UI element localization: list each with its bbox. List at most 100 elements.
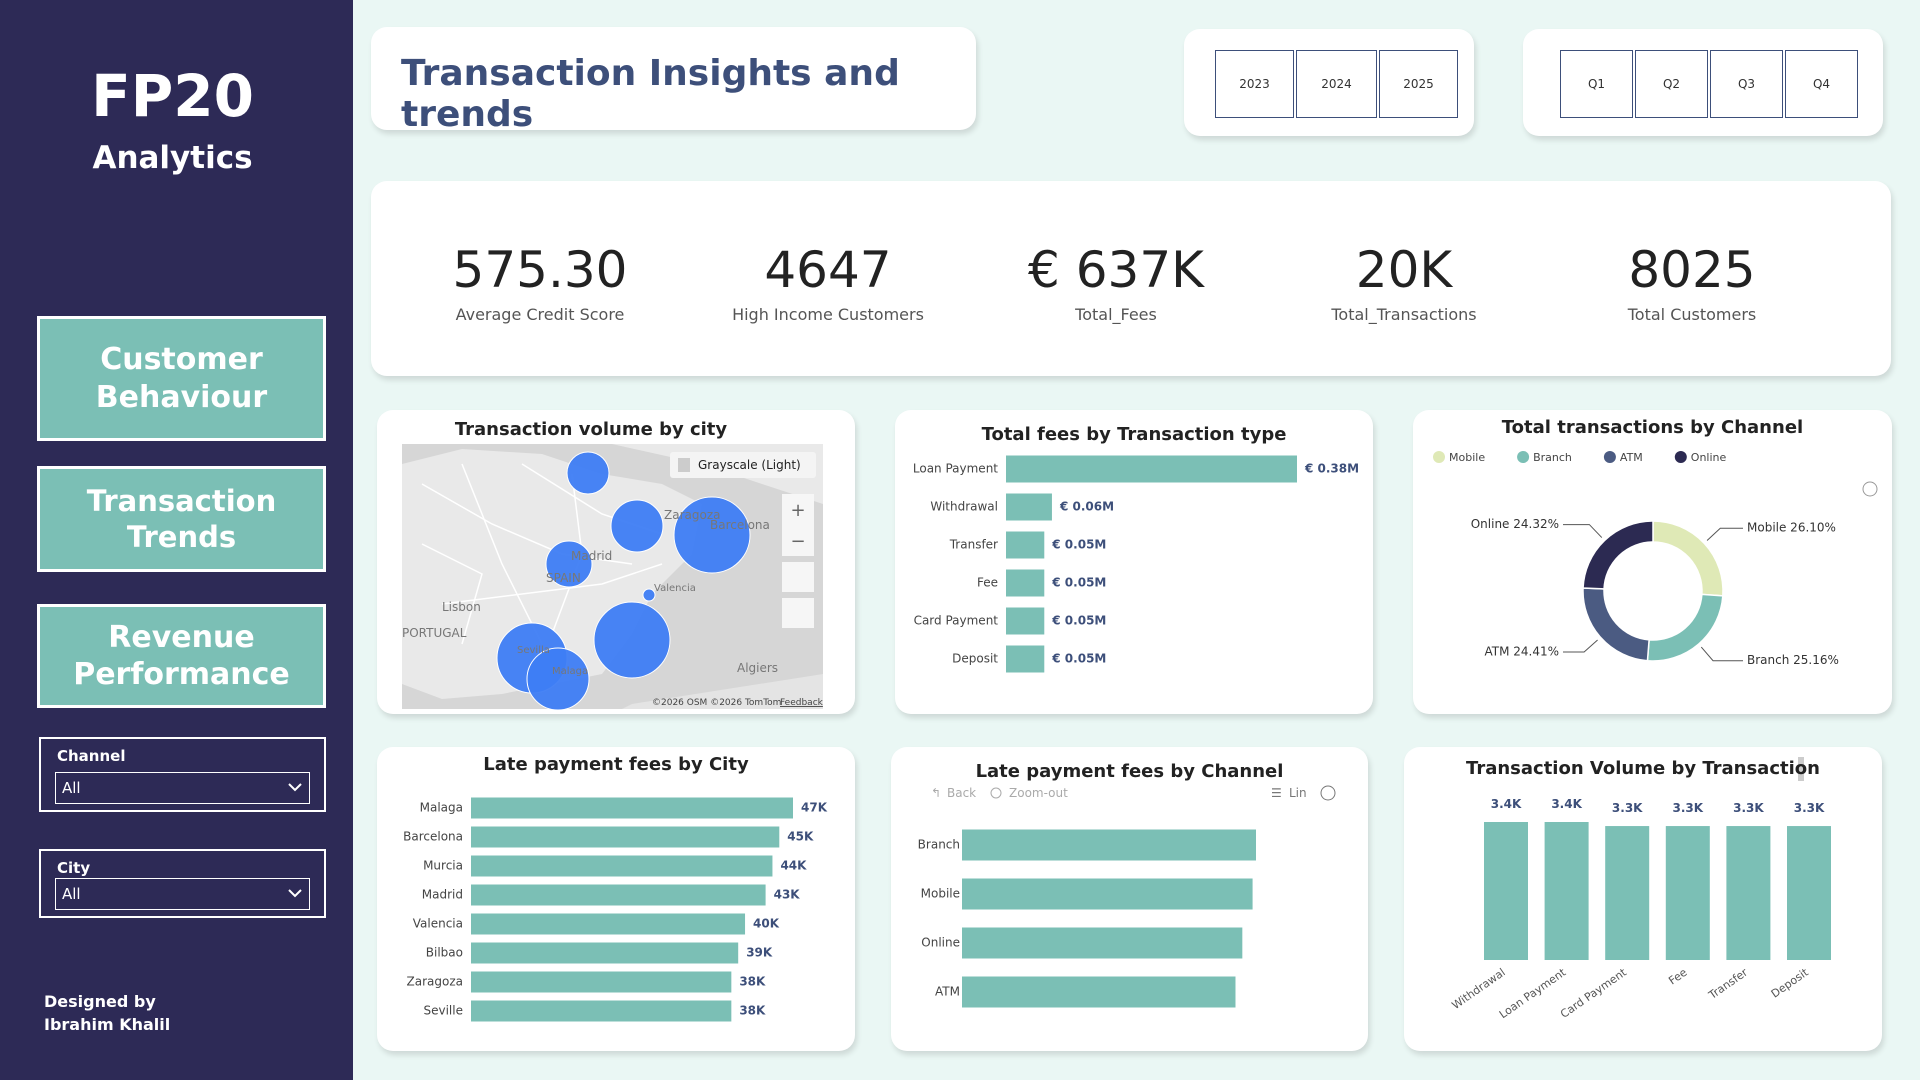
compass-control[interactable]	[782, 598, 814, 628]
map-label: Lisbon	[442, 600, 481, 614]
zoom-in[interactable]: +	[790, 500, 805, 521]
bar	[1006, 645, 1045, 673]
bar	[471, 913, 746, 935]
back-icon: ↰	[931, 786, 941, 800]
chart-title: Transaction Volume by Transaction	[1466, 758, 1820, 779]
channel-filter[interactable]: Channel All	[39, 737, 326, 812]
data-label: Online 24.32%	[1471, 517, 1559, 531]
map-title: Transaction volume by city	[455, 419, 728, 440]
donut-slice	[1582, 520, 1654, 590]
zoom-out[interactable]: −	[790, 531, 805, 552]
attribution: ©2026 OSM ©2026 TomTom	[652, 698, 781, 708]
category-label: ATM	[935, 985, 960, 999]
year-button[interactable]: 2025	[1379, 50, 1458, 118]
year-slicer: 2023 2024 2025	[1215, 50, 1460, 118]
legend-marker	[1517, 451, 1530, 463]
nav-button[interactable]: Customer Behaviour	[37, 316, 326, 441]
bar	[962, 829, 1256, 861]
category-label: Card Payment	[1558, 965, 1629, 1020]
bar-chart: Total fees by Transaction type Loan Payme…	[913, 424, 1359, 673]
quarter-button[interactable]: Q1	[1560, 50, 1633, 118]
zoom-control[interactable]	[782, 494, 814, 556]
data-label: 3.3K	[1673, 801, 1704, 815]
scale-icon: ☰	[1271, 786, 1282, 800]
data-label: 38K	[739, 975, 766, 989]
nav-button[interactable]: Revenue Performance	[37, 604, 326, 708]
map[interactable]: Zaragoza Barcelona Madrid SPAIN Valencia…	[402, 444, 824, 711]
leader-line	[1700, 646, 1743, 662]
quarter-button[interactable]: Q2	[1635, 50, 1708, 118]
data-label: € 0.05M	[1051, 538, 1106, 552]
leader-line	[1563, 524, 1603, 538]
bar	[1006, 607, 1045, 635]
category-label: Malaga	[420, 801, 463, 815]
scrollbar	[1798, 757, 1804, 781]
quarter-button[interactable]: Q4	[1785, 50, 1858, 118]
tilt-control[interactable]	[782, 562, 814, 592]
bar	[471, 826, 780, 848]
style-icon	[678, 458, 690, 472]
zoom-out-button[interactable]: Zoom-out	[1009, 786, 1068, 800]
year-button[interactable]: 2023	[1215, 50, 1294, 118]
map-card: Transaction volume by city Zaragoz	[377, 410, 855, 714]
filter-label: Channel	[57, 747, 126, 765]
data-label: 3.3K	[1794, 801, 1825, 815]
help-icon	[1862, 481, 1878, 497]
dropdown[interactable]: All	[55, 878, 310, 910]
map-label: Valencia	[654, 583, 696, 594]
category-label: Bilbao	[426, 946, 463, 960]
nav-button[interactable]: Transaction Trends	[37, 466, 326, 572]
category-label: Fee	[1666, 966, 1689, 988]
donut-slice	[1652, 520, 1724, 597]
map-style-button[interactable]	[670, 452, 816, 478]
donut-slice	[1646, 593, 1724, 662]
back-button[interactable]: Back	[947, 786, 976, 800]
map-bubble	[610, 499, 664, 553]
bar	[1726, 826, 1771, 960]
map-visual: Transaction volume by city Zaragoz	[402, 419, 824, 711]
category-label: Online	[921, 936, 960, 950]
chart-title: Late payment fees by City	[483, 754, 749, 775]
bar	[1787, 826, 1831, 960]
kpi-label: Total_Fees	[1075, 305, 1157, 324]
map-label: Madrid	[571, 549, 612, 563]
kpi-value: € 637K	[1028, 241, 1204, 299]
credit: Designed by	[44, 992, 156, 1011]
category-label: Loan Payment	[913, 462, 998, 476]
map-bubble	[642, 588, 656, 602]
feedback-link[interactable]: Feedback	[780, 698, 824, 708]
data-label: € 0.05M	[1051, 652, 1106, 666]
quarter-slicer-card: Q1 Q2 Q3 Q4	[1523, 29, 1883, 136]
scale-button[interactable]: Lin	[1289, 786, 1307, 800]
logo: FP20	[91, 62, 254, 130]
logo-subtitle: Analytics	[92, 140, 253, 176]
map-label: SPAIN	[546, 571, 581, 585]
page-title: Transaction Insights and trends	[401, 53, 900, 135]
data-label: ATM 24.41%	[1484, 644, 1559, 658]
visual-toolbar: Back ↰ Zoom-out Lin ☰	[931, 785, 1336, 801]
bar	[471, 942, 739, 964]
bubbles	[496, 451, 751, 711]
category-label: Zaragoza	[407, 975, 463, 989]
chevron	[288, 783, 302, 792]
kpi-value: 575.30	[452, 241, 628, 299]
category-label: Loan Payment	[1497, 965, 1569, 1021]
year-button[interactable]: 2024	[1296, 50, 1377, 118]
category-label: Mobile	[921, 887, 960, 901]
data-label: 43K	[774, 888, 801, 902]
dropdown[interactable]: All	[55, 772, 310, 804]
data-label: 44K	[780, 859, 807, 873]
help-icon[interactable]	[1320, 785, 1336, 801]
legend-label: Online	[1691, 451, 1727, 464]
map-bubble	[673, 496, 751, 574]
quarter-button[interactable]: Q3	[1710, 50, 1783, 118]
bar-chart: Late payment fees by City Malaga 47K Barcel…	[403, 754, 828, 1022]
map-label: Algiers	[737, 661, 778, 675]
city-filter[interactable]: City All	[39, 849, 326, 918]
quarter-slicer: Q1 Q2 Q3 Q4	[1560, 50, 1860, 118]
category-label: Withdrawal	[1449, 966, 1507, 1012]
bar	[471, 1000, 732, 1022]
category-label: Branch	[918, 838, 960, 852]
map-bubble	[545, 540, 593, 588]
